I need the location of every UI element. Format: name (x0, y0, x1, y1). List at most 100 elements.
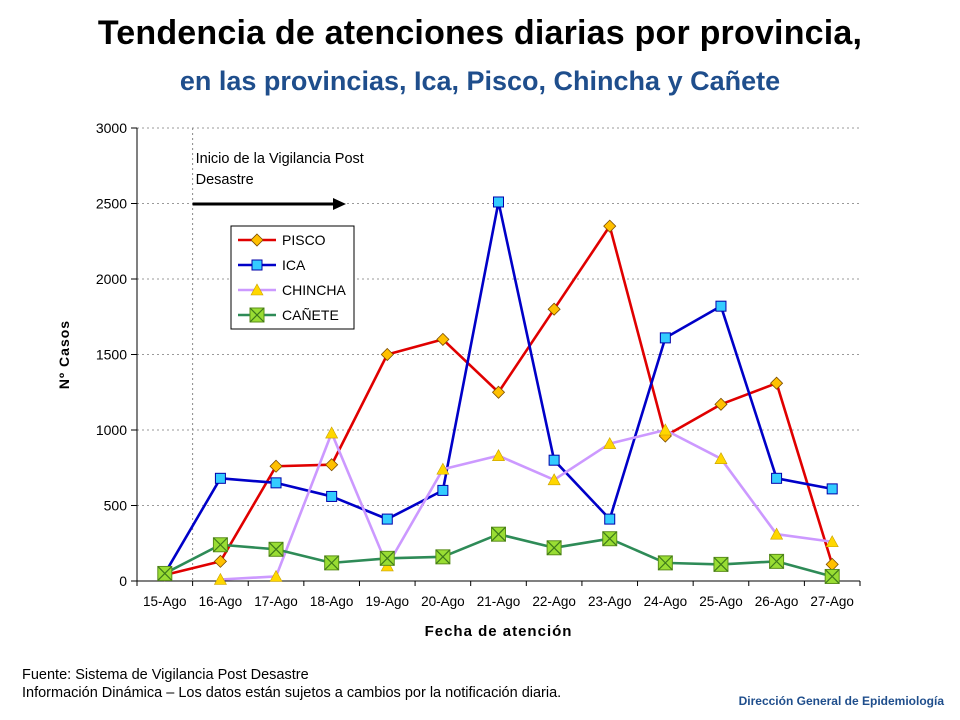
marker-shape (325, 426, 339, 439)
data-point-ica (826, 483, 838, 495)
marker-shape (547, 302, 561, 316)
footer-notes: Fuente: Sistema de Vigilancia Post Desas… (22, 666, 561, 702)
x-tick-label: 24-Ago (644, 594, 688, 609)
marker-shape (380, 347, 394, 362)
legend-swatch-marker (251, 259, 263, 271)
marker-shape (771, 472, 783, 484)
data-point-chincha (714, 452, 728, 464)
data-point-canete (212, 537, 228, 553)
data-point-canete (546, 540, 562, 556)
marker-shape (381, 513, 393, 525)
marker-shape (326, 490, 338, 502)
legend-item-chincha: CHINCHA (238, 282, 346, 298)
x-tick-label: 20-Ago (421, 594, 465, 609)
marker-shape (770, 376, 784, 390)
data-point-chincha (436, 462, 450, 475)
footer-note: Información Dinámica – Los datos están s… (22, 685, 562, 701)
data-point-chincha (325, 426, 339, 439)
legend-label: CHINCHA (282, 282, 346, 298)
data-point-canete (491, 526, 506, 542)
legend-item-canete: CAÑETE (238, 307, 339, 323)
data-point-ica (659, 332, 671, 344)
data-point-canete (769, 553, 785, 569)
data-point-pisco (603, 219, 617, 233)
marker-cross (769, 553, 785, 569)
y-tick-label: 500 (104, 498, 128, 514)
marker-cross (157, 566, 173, 581)
annotation-text: Inicio de la Vigilancia Post (196, 151, 364, 167)
y-tick-label: 1500 (96, 347, 127, 363)
marker-shape (659, 332, 671, 344)
marker-shape (825, 535, 839, 548)
marker-cross (546, 540, 562, 556)
x-tick-label: 18-Ago (310, 594, 354, 609)
marker-shape (269, 459, 283, 473)
legend-label: ICA (282, 257, 306, 273)
marker-shape (251, 259, 263, 271)
annotation-arrow-head (333, 198, 346, 210)
marker-shape (213, 572, 227, 585)
data-point-chincha (213, 572, 227, 585)
marker-cross (824, 569, 840, 584)
data-point-chincha (770, 527, 784, 540)
marker-shape (436, 332, 450, 346)
x-tick-label: 27-Ago (810, 594, 854, 609)
data-point-chincha (825, 535, 839, 548)
marker-shape (715, 300, 727, 312)
marker-shape (826, 483, 838, 495)
chart-subtitle: en las provincias, Ica, Pisco, Chincha y… (179, 66, 781, 96)
data-point-pisco (714, 397, 728, 411)
marker-shape (770, 527, 784, 540)
data-point-canete (657, 555, 673, 571)
data-point-ica (437, 484, 449, 496)
marker-cross (713, 556, 729, 572)
marker-shape (714, 397, 728, 411)
data-point-pisco (269, 459, 283, 473)
legend-swatch-marker (250, 283, 264, 296)
x-axis-title: Fecha de atención (425, 623, 573, 640)
marker-shape (214, 472, 226, 484)
footer-source: Fuente: Sistema de Vigilancia Post Desas… (22, 667, 309, 683)
marker-cross (249, 307, 265, 323)
marker-shape (250, 283, 264, 296)
x-tick-label: 16-Ago (199, 594, 243, 609)
marker-shape (250, 233, 264, 247)
legend-label: PISCO (282, 232, 326, 248)
data-point-ica (270, 477, 282, 489)
data-point-canete (824, 568, 840, 584)
marker-shape (603, 219, 617, 233)
x-tick-label: 15-Ago (143, 594, 187, 609)
data-point-pisco (380, 347, 394, 362)
marker-cross (657, 555, 673, 571)
data-point-pisco (213, 554, 227, 568)
data-point-canete (157, 565, 173, 581)
marker-shape (491, 449, 506, 461)
data-point-canete (713, 556, 729, 572)
data-point-canete (268, 541, 284, 557)
data-point-ica (771, 472, 783, 484)
legend: PISCO ICA CHINCHA CAÑETE (230, 225, 355, 330)
marker-shape (436, 462, 450, 475)
marker-shape (658, 423, 672, 436)
footer-org: Dirección General de Epidemiología (738, 694, 944, 708)
marker-cross (491, 526, 506, 542)
y-tick-label: 2500 (96, 196, 127, 212)
data-point-ica (548, 454, 560, 466)
data-point-chincha (658, 423, 672, 436)
annotation-text: Desastre (196, 172, 254, 188)
marker-cross (324, 555, 340, 571)
data-point-ica (715, 300, 727, 312)
y-tick-label: 0 (119, 573, 127, 589)
marker-cross (602, 531, 618, 547)
marker-cross (212, 537, 228, 553)
x-tick-label: 19-Ago (365, 594, 409, 609)
data-point-chincha (603, 436, 617, 449)
x-tick-label: 17-Ago (254, 594, 298, 609)
data-point-canete (435, 549, 451, 565)
y-tick-label: 1000 (96, 422, 127, 438)
x-tick-label: 23-Ago (588, 594, 632, 609)
marker-shape (548, 454, 560, 466)
data-point-ica (214, 472, 226, 484)
x-tick-label: 21-Ago (477, 594, 521, 609)
